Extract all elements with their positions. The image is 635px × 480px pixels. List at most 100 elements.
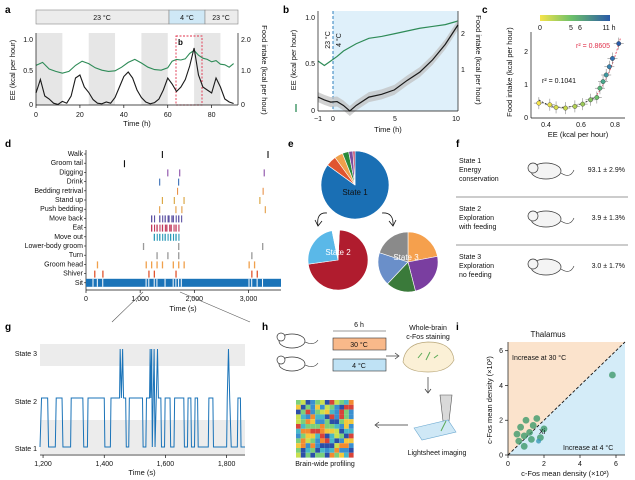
c-point-3 <box>563 105 568 111</box>
zoom-line-right <box>179 291 251 323</box>
h-staining-1: Whole-brain <box>409 325 447 332</box>
d-event-9-3 <box>169 233 172 241</box>
h-heat-cell-7-11 <box>348 433 354 439</box>
h-heat-cell-11-8 <box>334 452 340 458</box>
temp-label-23a: 23 °C <box>93 14 111 22</box>
i-xtick-1: 2 <box>542 461 546 468</box>
d-event-8-5 <box>175 224 177 232</box>
h-heat-cell-7-7 <box>329 433 335 439</box>
d-event-9-4 <box>175 233 177 241</box>
d-sit-gap-14 <box>256 278 258 287</box>
h-condition-warm <box>332 337 387 351</box>
i-point-7 <box>533 415 541 422</box>
d-event-5-2 <box>183 197 185 204</box>
h-heat-cell-2-2 <box>305 409 311 415</box>
i-point-0 <box>515 437 523 445</box>
c-xtick-0: 0.4 <box>541 122 551 129</box>
h-heat-cell-4-10 <box>344 419 349 424</box>
a-xticks: 0 20 40 60 80 <box>34 105 216 119</box>
h-heat-cell-2-1 <box>300 409 306 415</box>
b-xtick-3: 10 <box>452 116 460 123</box>
f-row3-desc1: Exploration <box>459 263 494 270</box>
h-heat-cell-10-2 <box>305 448 311 453</box>
h-heat-cell-1-5 <box>320 404 325 410</box>
h-heat-cell-9-1 <box>300 443 306 448</box>
e-pie3-slice-1 <box>407 256 439 292</box>
d-event-12-7 <box>183 261 185 269</box>
b-temp-23: 23 °C <box>324 31 332 49</box>
c-cbar-tick-0: 0 <box>538 25 542 32</box>
f-row2-value: 3.9 ± 1.3% <box>592 215 625 222</box>
d-event-b-9-0 <box>156 233 158 241</box>
h-heat-cell-9-7 <box>329 443 335 448</box>
temp-bar-23b <box>204 9 239 25</box>
mouse-icon-top <box>276 332 319 349</box>
d-event-10-2 <box>262 243 264 250</box>
i-ticks: 0 2 4 6 0 2 4 6 <box>499 348 618 468</box>
e-state3-label: State 3 <box>393 253 419 262</box>
h-heat-cell-11-9 <box>339 452 344 458</box>
h-heat-cell-6-1 <box>300 428 306 434</box>
f-row2-desc2: with feeding <box>458 224 496 231</box>
h-heat-cell-2-10 <box>344 409 349 415</box>
ee-line-b <box>317 20 459 67</box>
i-point-1 <box>520 432 528 440</box>
d-label-0: Walk <box>68 151 84 158</box>
d-event-b-8-0 <box>154 224 156 232</box>
d-event-11-1 <box>167 252 169 260</box>
h-profiling-label: Brain-wide profiling <box>295 461 355 468</box>
d-event-b-9-4 <box>178 233 180 241</box>
panel-label-b: b <box>283 5 289 16</box>
h-heat-cell-9-11 <box>348 443 354 448</box>
d-event-b-8-3 <box>169 224 171 232</box>
h-heat-cell-4-2 <box>305 419 311 424</box>
d-label-2: Digging <box>59 169 83 176</box>
h-heat-cell-5-7 <box>329 424 335 429</box>
inset-box <box>175 35 203 106</box>
d-label-4: Bedding retrival <box>34 188 83 195</box>
h-heat-cell-9-4 <box>315 443 320 448</box>
h-heat-cell-8-10 <box>344 438 349 444</box>
d-label-8: Eat <box>72 225 83 232</box>
d-xtick-0: 0 <box>84 296 88 303</box>
i-ytick-2: 4 <box>499 383 503 390</box>
b-ytick-0: 0 <box>311 108 315 115</box>
c-ylabel: Food intake (kcal per hour) <box>505 27 514 117</box>
zoom-line-left <box>111 291 144 323</box>
mouse-head-1 <box>527 162 539 174</box>
a-xtick-2: 40 <box>120 112 128 119</box>
c-point-4 <box>572 104 578 109</box>
i-point-9 <box>540 425 548 433</box>
panel-label-d: d <box>5 139 11 150</box>
h-heat-cell-10-11 <box>348 448 354 453</box>
c-point-2 <box>553 105 559 110</box>
d-sit-gap-15 <box>262 278 264 287</box>
b-ylabel-right: Food intake (kcal per hour) <box>474 15 483 105</box>
h-heat-cell-7-1 <box>300 433 306 439</box>
mouse-tail-1 <box>560 169 575 176</box>
h-heat-cell-8-4 <box>315 438 320 444</box>
h-heat-cell-6-3 <box>310 428 316 434</box>
panel-b: 23 °C 4 °C −1 0 5 10 0 0.5 1.0 1 2 Time … <box>289 11 483 134</box>
h-heat-cell-2-9 <box>339 409 344 415</box>
h-heat-cell-11-10 <box>344 452 349 458</box>
h-heat-cell-11-11 <box>348 452 354 458</box>
panel-label-e: e <box>288 139 294 150</box>
c-cbar-tick-11: 11 h <box>602 25 615 32</box>
h-heat-cell-4-0 <box>296 419 301 424</box>
d-event-7-3 <box>168 215 170 223</box>
h-heat-cell-2-7 <box>329 409 335 415</box>
c-point-1 <box>547 102 553 108</box>
h-arrowhead-2 <box>424 388 432 394</box>
h-heat-cell-8-5 <box>320 438 325 444</box>
d-event-13-1 <box>102 270 104 278</box>
h-condition-warm-label: 30 °C <box>350 341 368 349</box>
h-imaging-label: Lightsheet imaging <box>408 450 467 457</box>
d-event-12-2 <box>151 261 153 269</box>
h-heat-cell-5-8 <box>334 424 340 429</box>
e-pie2-slice-1 <box>307 230 339 265</box>
c-point-9 <box>600 79 606 85</box>
h-heat-cell-10-8 <box>334 448 340 453</box>
temp-label-23b: 23 °C <box>212 14 230 22</box>
h-heat-cell-8-3 <box>310 438 316 444</box>
